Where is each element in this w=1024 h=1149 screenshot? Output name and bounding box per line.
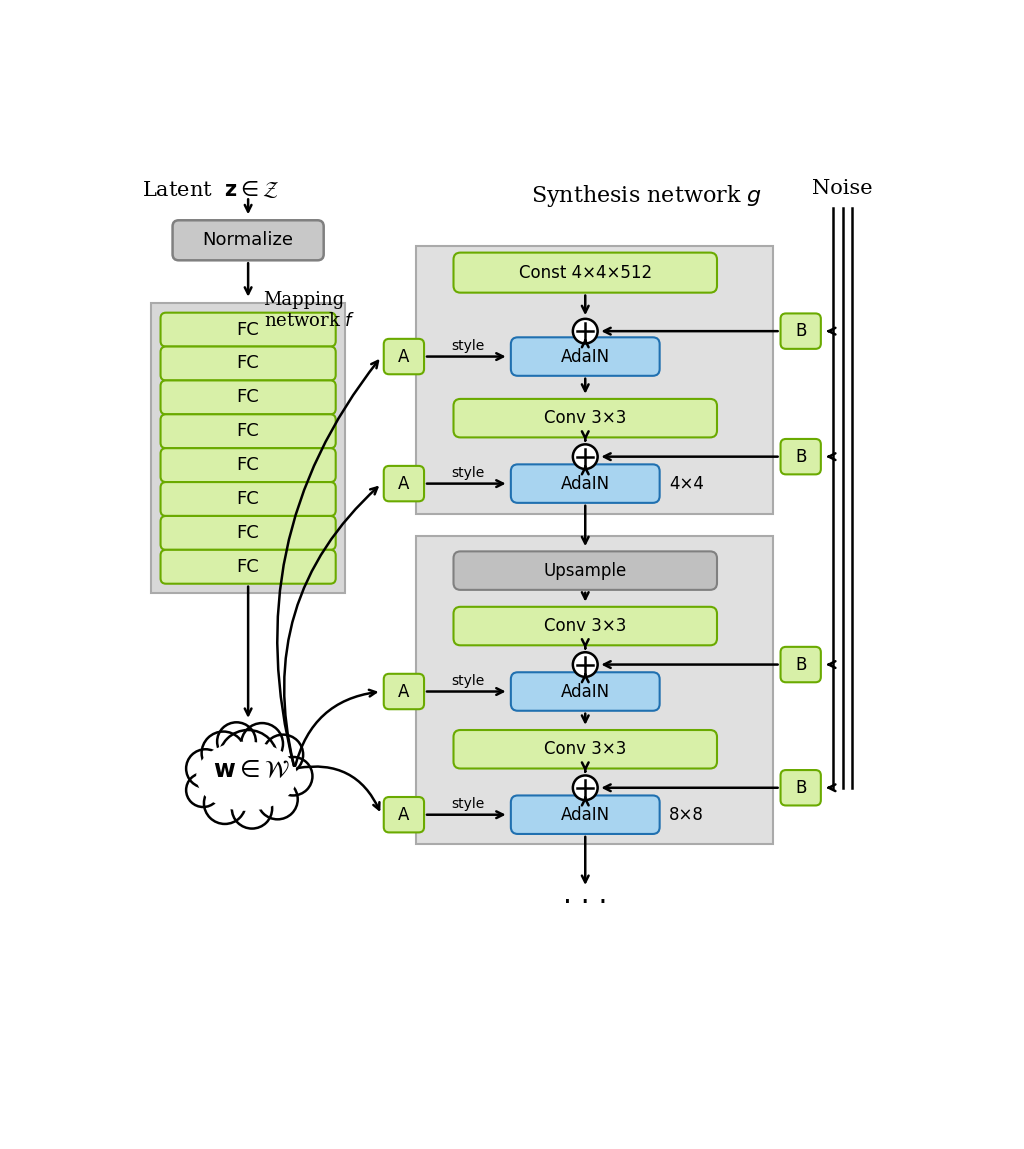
FancyBboxPatch shape: [173, 221, 324, 261]
Circle shape: [186, 773, 220, 807]
Text: FC: FC: [237, 355, 259, 372]
FancyBboxPatch shape: [511, 464, 659, 503]
Circle shape: [572, 653, 598, 677]
FancyBboxPatch shape: [780, 314, 821, 349]
Bar: [417, 535, 773, 845]
Text: Synthesis network $g$: Synthesis network $g$: [531, 184, 762, 209]
Circle shape: [202, 732, 245, 774]
Text: Conv 3×3: Conv 3×3: [544, 409, 627, 427]
Text: Latent  $\mathbf{z} \in \mathcal{Z}$: Latent $\mathbf{z} \in \mathcal{Z}$: [142, 179, 280, 200]
Circle shape: [186, 749, 225, 788]
FancyBboxPatch shape: [161, 313, 336, 347]
Text: Const 4×4×512: Const 4×4×512: [519, 263, 652, 282]
FancyBboxPatch shape: [454, 607, 717, 646]
FancyBboxPatch shape: [384, 797, 424, 832]
FancyBboxPatch shape: [161, 380, 336, 415]
FancyBboxPatch shape: [161, 347, 336, 380]
Text: 8×8: 8×8: [669, 805, 703, 824]
Circle shape: [231, 788, 272, 828]
Text: Conv 3×3: Conv 3×3: [544, 740, 627, 758]
Circle shape: [219, 730, 278, 788]
Text: Mapping
network $f$: Mapping network $f$: [263, 291, 355, 330]
FancyBboxPatch shape: [454, 552, 717, 589]
Text: FC: FC: [237, 388, 259, 407]
FancyArrowPatch shape: [278, 361, 378, 766]
Text: FC: FC: [237, 456, 259, 475]
Text: Normalize: Normalize: [203, 231, 294, 249]
Ellipse shape: [197, 741, 297, 811]
Text: 4×4: 4×4: [669, 475, 703, 493]
Circle shape: [273, 757, 312, 795]
Text: B: B: [795, 448, 806, 465]
Text: AdaIN: AdaIN: [561, 805, 610, 824]
Text: A: A: [398, 683, 410, 701]
FancyArrowPatch shape: [295, 689, 376, 766]
FancyBboxPatch shape: [780, 647, 821, 683]
Text: B: B: [795, 779, 806, 796]
FancyArrowPatch shape: [297, 766, 380, 810]
Circle shape: [263, 734, 303, 774]
Text: Conv 3×3: Conv 3×3: [544, 617, 627, 635]
FancyBboxPatch shape: [780, 439, 821, 475]
Text: A: A: [398, 805, 410, 824]
Circle shape: [241, 723, 283, 765]
FancyBboxPatch shape: [454, 730, 717, 769]
Text: FC: FC: [237, 557, 259, 576]
FancyBboxPatch shape: [161, 483, 336, 516]
FancyBboxPatch shape: [780, 770, 821, 805]
Text: AdaIN: AdaIN: [561, 475, 610, 493]
FancyBboxPatch shape: [161, 516, 336, 550]
FancyBboxPatch shape: [384, 673, 424, 709]
Text: FC: FC: [237, 321, 259, 339]
FancyBboxPatch shape: [161, 550, 336, 584]
Text: · · ·: · · ·: [563, 889, 607, 917]
Text: A: A: [398, 347, 410, 365]
FancyBboxPatch shape: [161, 448, 336, 483]
Text: AdaIN: AdaIN: [561, 683, 610, 701]
Text: B: B: [795, 656, 806, 673]
Text: FC: FC: [237, 524, 259, 542]
FancyArrowPatch shape: [284, 487, 377, 766]
Text: B: B: [795, 322, 806, 340]
Text: AdaIN: AdaIN: [561, 347, 610, 365]
FancyBboxPatch shape: [511, 672, 659, 711]
Circle shape: [572, 445, 598, 469]
Text: style: style: [451, 797, 484, 811]
Text: Upsample: Upsample: [544, 562, 627, 579]
Circle shape: [572, 318, 598, 344]
Text: style: style: [451, 465, 484, 480]
Circle shape: [217, 723, 256, 761]
Circle shape: [257, 779, 298, 819]
FancyBboxPatch shape: [511, 338, 659, 376]
Circle shape: [204, 782, 246, 824]
FancyBboxPatch shape: [454, 399, 717, 438]
Text: Noise: Noise: [812, 179, 872, 199]
Circle shape: [572, 776, 598, 800]
FancyBboxPatch shape: [384, 339, 424, 375]
Bar: [417, 246, 773, 515]
FancyBboxPatch shape: [384, 465, 424, 501]
Bar: [152, 302, 345, 593]
Text: style: style: [451, 673, 484, 687]
FancyBboxPatch shape: [511, 795, 659, 834]
FancyBboxPatch shape: [454, 253, 717, 293]
Text: $\mathbf{w} \in \mathcal{W}$: $\mathbf{w} \in \mathcal{W}$: [213, 758, 291, 782]
Text: FC: FC: [237, 422, 259, 440]
Text: A: A: [398, 475, 410, 493]
FancyBboxPatch shape: [161, 415, 336, 448]
Text: FC: FC: [237, 489, 259, 508]
Text: style: style: [451, 339, 484, 353]
